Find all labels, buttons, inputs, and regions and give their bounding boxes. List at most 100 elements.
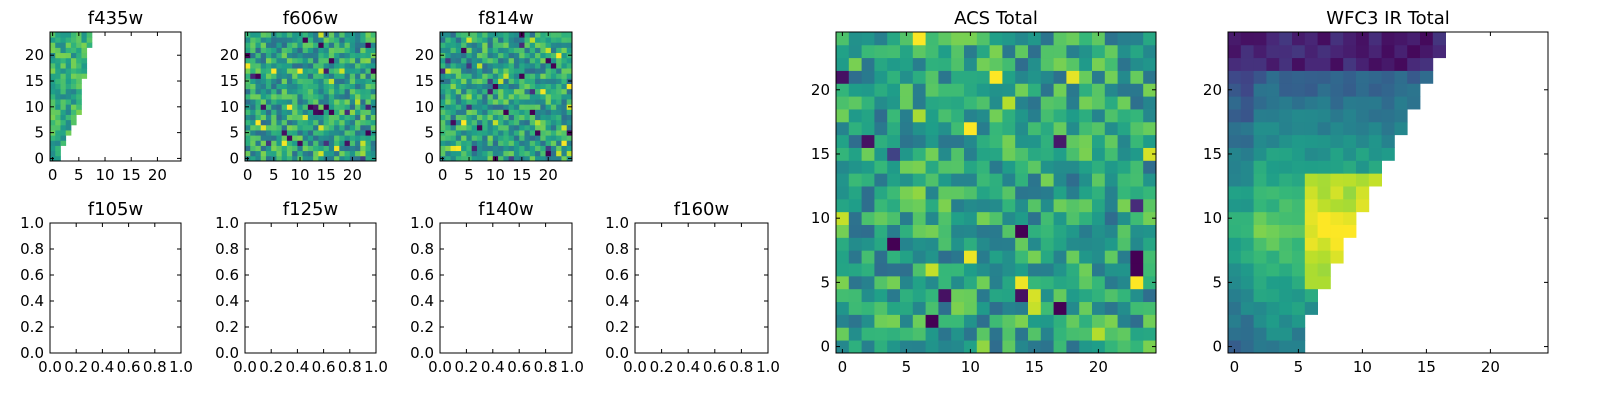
heatmap-cell bbox=[524, 62, 531, 69]
heatmap-cell bbox=[328, 119, 335, 126]
x-tick-label: 0.4 bbox=[676, 358, 700, 376]
heatmap-cell bbox=[508, 42, 515, 48]
heatmap-cell bbox=[265, 88, 272, 95]
heatmap-cell bbox=[339, 145, 345, 152]
heatmap-cell bbox=[1104, 327, 1118, 341]
heatmap-cell bbox=[334, 32, 340, 38]
heatmap-cell bbox=[900, 57, 914, 71]
heatmap-cell bbox=[1304, 186, 1318, 200]
heatmap-cell bbox=[836, 211, 850, 225]
heatmap-cell bbox=[938, 134, 952, 148]
heatmap-cell bbox=[50, 47, 56, 54]
heatmap-cell bbox=[1292, 211, 1306, 225]
heatmap-cell bbox=[365, 62, 372, 69]
heatmap-cell bbox=[450, 119, 457, 126]
heatmap-cell bbox=[1092, 32, 1106, 46]
heatmap-cell bbox=[276, 130, 283, 136]
heatmap-cell bbox=[1028, 327, 1042, 341]
heatmap-cell bbox=[1130, 57, 1144, 71]
heatmap-cell bbox=[1079, 70, 1093, 84]
heatmap-cell bbox=[328, 78, 335, 84]
heatmap-cell bbox=[1228, 70, 1242, 84]
heatmap-cell bbox=[989, 147, 1003, 161]
heatmap-cell bbox=[550, 135, 557, 141]
heatmap-cell bbox=[250, 119, 256, 126]
heatmap-cell bbox=[1066, 147, 1080, 161]
heatmap-cell bbox=[1317, 173, 1331, 187]
heatmap-cell bbox=[861, 198, 875, 213]
heatmap-cell bbox=[900, 121, 914, 136]
heatmap-cell bbox=[874, 147, 888, 161]
heatmap-cell bbox=[1240, 147, 1254, 161]
heatmap-cell bbox=[476, 73, 483, 79]
heatmap-cell bbox=[1040, 44, 1054, 59]
heatmap-cell bbox=[1253, 198, 1267, 213]
heatmap-cell bbox=[255, 42, 262, 48]
heatmap-cell bbox=[440, 145, 446, 152]
heatmap-cell bbox=[344, 114, 351, 121]
heatmap-cell bbox=[334, 78, 340, 84]
heatmap-cell bbox=[874, 198, 888, 213]
heatmap-cell bbox=[318, 150, 324, 157]
heatmap-cell bbox=[440, 73, 446, 79]
heatmap-cell bbox=[976, 263, 990, 277]
heatmap-cell bbox=[1015, 275, 1029, 290]
heatmap-cell bbox=[545, 52, 552, 59]
y-tick-label: 15 bbox=[25, 72, 44, 90]
heatmap-cell bbox=[302, 119, 309, 126]
heatmap-cell bbox=[545, 104, 552, 110]
heatmap-cell bbox=[561, 150, 568, 157]
heatmap-cell bbox=[1240, 44, 1254, 59]
heatmap-cell bbox=[445, 145, 451, 152]
heatmap-cell bbox=[323, 150, 330, 157]
heatmap-cell bbox=[260, 52, 267, 59]
heatmap-cell bbox=[535, 83, 541, 90]
heatmap-cell bbox=[313, 124, 319, 131]
heatmap-cell bbox=[1266, 250, 1280, 264]
heatmap-cell bbox=[508, 62, 515, 69]
heatmap-cell bbox=[339, 57, 345, 64]
heatmap-cell bbox=[286, 124, 293, 131]
heatmap-cell bbox=[281, 62, 288, 69]
heatmap-cell bbox=[313, 114, 319, 121]
heatmap-cell bbox=[964, 44, 978, 59]
heatmap-cell bbox=[302, 140, 309, 146]
heatmap-cell bbox=[989, 314, 1003, 328]
y-tick-label: 0.0 bbox=[20, 344, 44, 362]
heatmap-cell bbox=[545, 109, 552, 115]
heatmap-cell bbox=[1002, 70, 1016, 84]
heatmap-cell bbox=[313, 32, 319, 38]
heatmap-cell bbox=[887, 134, 901, 148]
heatmap-cell bbox=[313, 104, 319, 110]
heatmap-cell bbox=[1356, 57, 1370, 71]
heatmap-cell bbox=[1253, 57, 1267, 71]
heatmap-cell bbox=[1066, 224, 1080, 238]
heatmap-cell bbox=[925, 96, 939, 110]
heatmap-cell bbox=[255, 130, 262, 136]
heatmap-cell bbox=[1117, 32, 1131, 46]
heatmap-cell bbox=[492, 62, 499, 69]
heatmap-cell bbox=[1015, 263, 1029, 277]
heatmap-cell bbox=[1053, 237, 1067, 251]
heatmap-cell bbox=[1304, 83, 1318, 97]
heatmap-cell bbox=[344, 73, 351, 79]
heatmap-cell bbox=[360, 155, 366, 162]
heatmap-cell bbox=[476, 130, 483, 136]
heatmap-cell bbox=[1266, 186, 1280, 200]
heatmap-cell bbox=[508, 119, 515, 126]
heatmap-cell bbox=[1040, 70, 1054, 84]
heatmap-cell bbox=[561, 124, 568, 131]
heatmap-cell bbox=[556, 150, 562, 157]
heatmap-cell bbox=[1279, 224, 1293, 238]
heatmap-cell bbox=[848, 327, 862, 341]
heatmap-cell bbox=[1092, 147, 1106, 161]
heatmap-cell bbox=[450, 52, 457, 59]
heatmap-cell bbox=[271, 109, 277, 115]
heatmap-cell bbox=[545, 78, 552, 84]
heatmap-cell bbox=[476, 78, 483, 84]
y-tick-label: 0.0 bbox=[215, 344, 239, 362]
heatmap-cell bbox=[1040, 340, 1054, 354]
heatmap-cell bbox=[498, 109, 504, 115]
heatmap-cell bbox=[318, 78, 324, 84]
heatmap-cell bbox=[1432, 32, 1446, 46]
